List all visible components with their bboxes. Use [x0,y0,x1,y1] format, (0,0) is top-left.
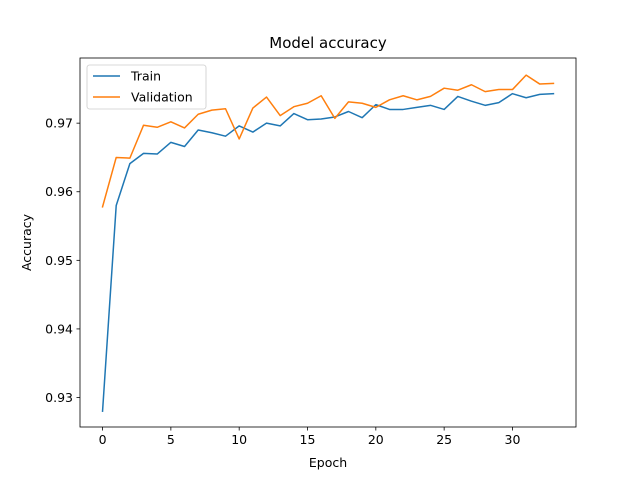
x-tick-label: 15 [300,432,316,447]
x-tick-label: 20 [368,432,384,447]
axes-frame [79,57,577,428]
y-tick-label: 0.94 [45,321,73,336]
x-tick-label: 0 [99,432,107,447]
y-tick-label: 0.93 [45,390,73,405]
legend: Train Validation [86,64,207,110]
x-axis-title: Epoch [309,455,347,470]
y-tick-label: 0.96 [45,184,73,199]
axis-ticks: 0 5 10 15 20 25 30 0.93 0.94 0.95 0.96 0.97 [45,116,520,447]
y-tick-label: 0.95 [45,253,73,268]
y-axis-title: Accuracy [19,213,34,271]
series-lines [101,74,555,413]
x-tick-label: 5 [167,432,175,447]
chart-title: Model accuracy [269,34,387,52]
x-tick-label: 30 [505,432,521,447]
legend-label-validation: Validation [131,90,193,105]
x-tick-label: 10 [231,432,247,447]
series-line-validation [101,74,555,208]
y-tick-label: 0.97 [45,116,73,131]
legend-label-train: Train [130,69,161,84]
x-tick-label: 25 [436,432,452,447]
series-line-train [101,92,555,413]
